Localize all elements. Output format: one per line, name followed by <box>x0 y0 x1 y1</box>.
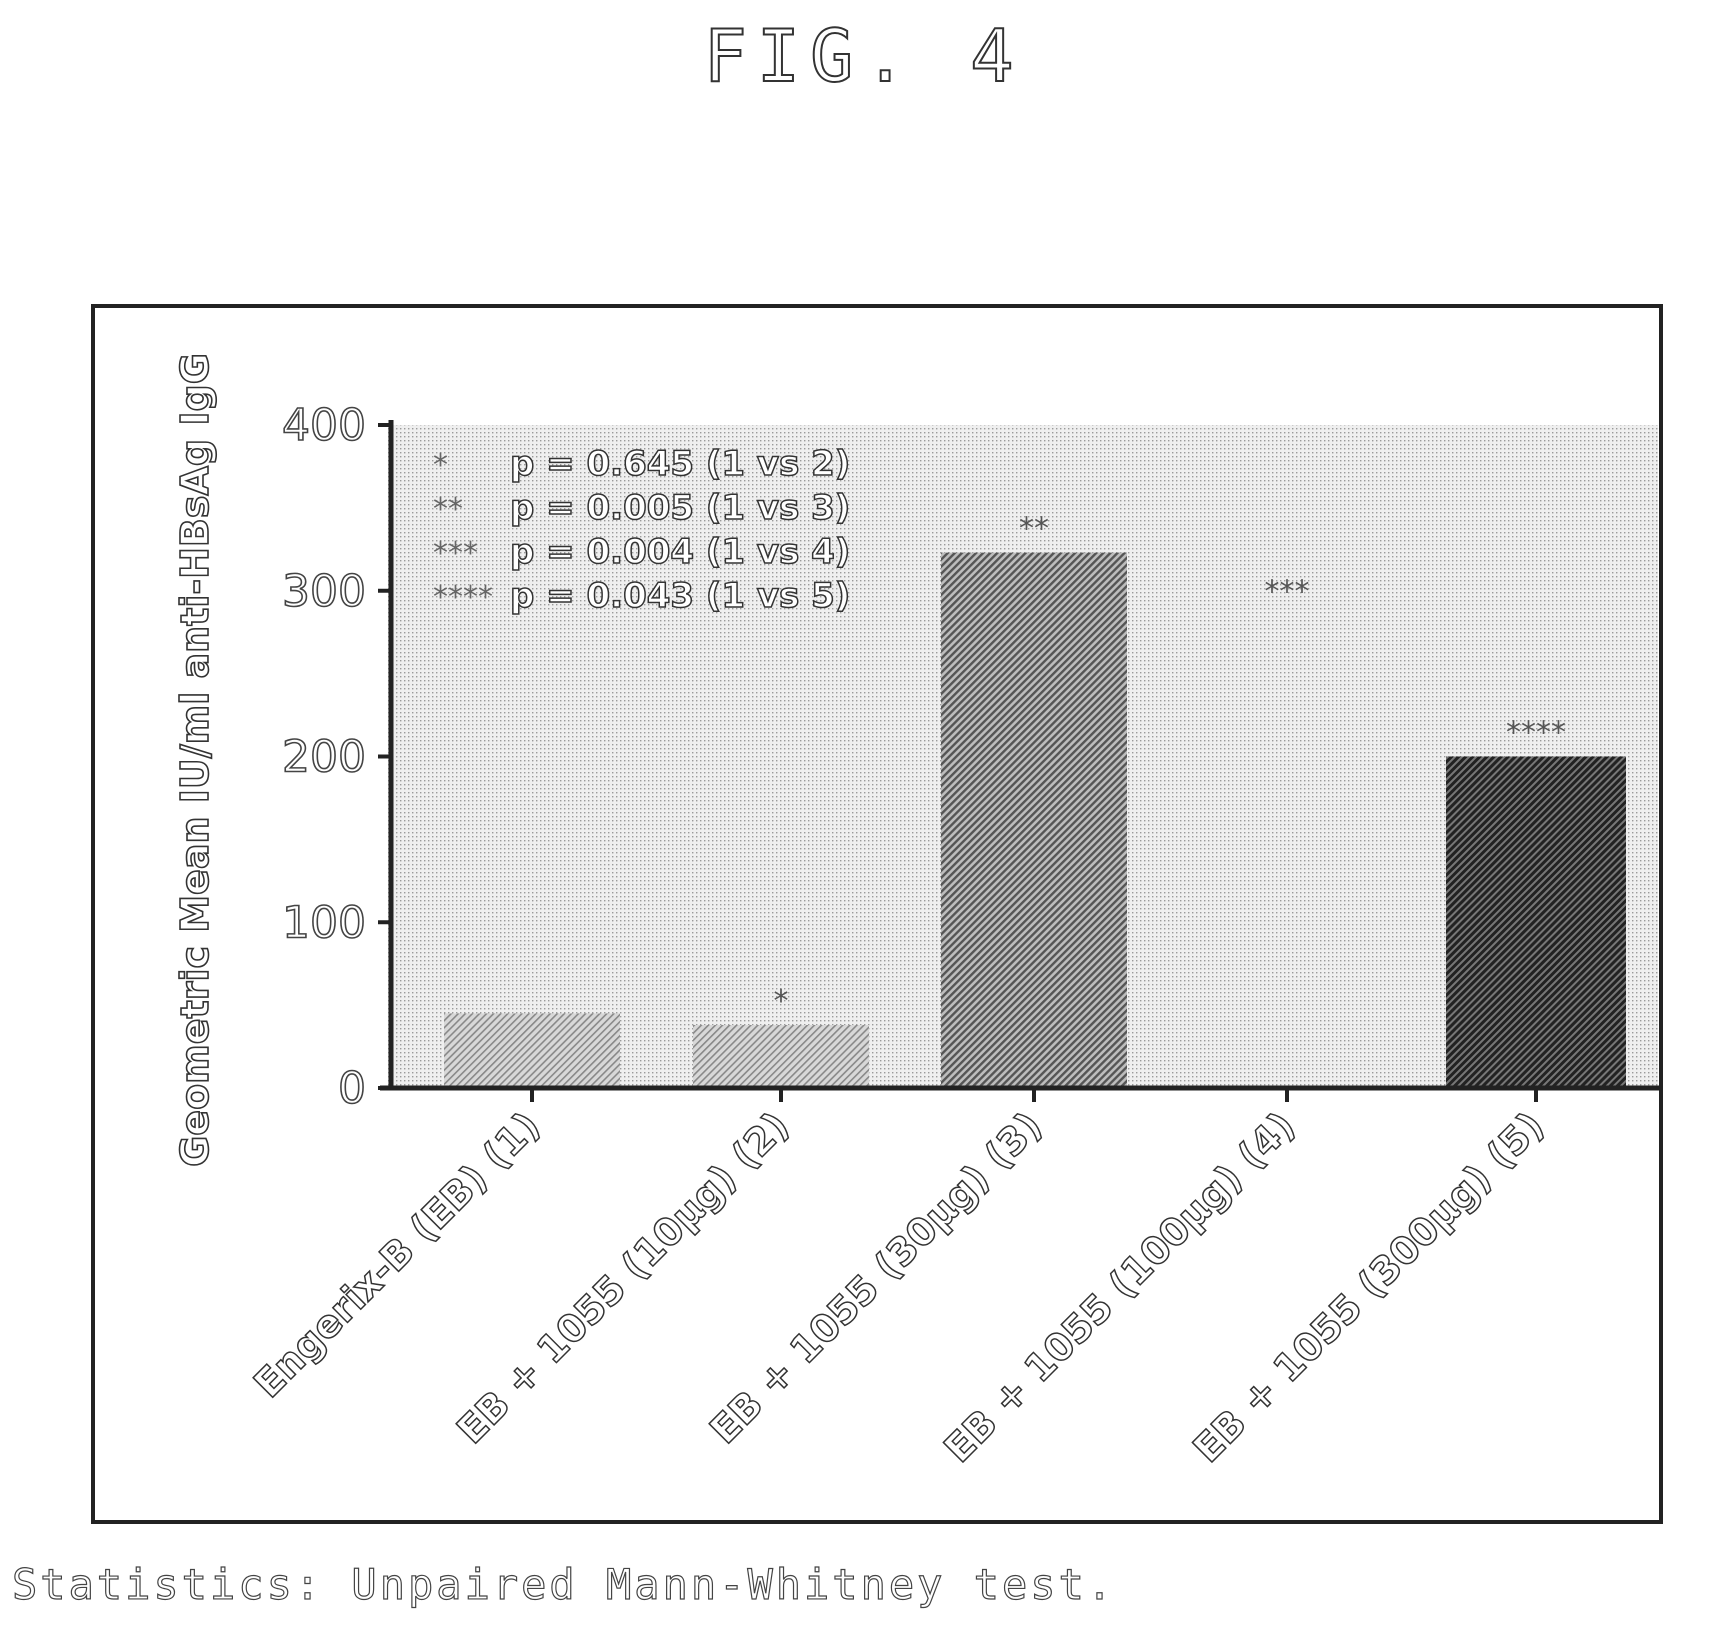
y-tick-label: 0 <box>338 1063 366 1114</box>
y-tick-label: 100 <box>282 897 366 948</box>
legend-marker: * <box>433 448 448 483</box>
bar-5 <box>1446 756 1626 1088</box>
bar-4 <box>1194 615 1380 1088</box>
figure-title: FIG. 4 <box>702 13 1024 99</box>
statistics-footnote: Statistics: Unpaired Mann-Whitney test. <box>11 1559 1116 1609</box>
bar-annotation-4: *** <box>1265 575 1310 610</box>
bar-annotation-3: ** <box>1019 512 1049 547</box>
legend-marker: ** <box>433 492 463 527</box>
legend-entry: p = 0.004 (1 vs 4) <box>510 532 850 572</box>
bar-annotation-2: * <box>774 984 789 1019</box>
legend-marker: *** <box>433 536 478 571</box>
y-tick-label: 300 <box>282 566 366 617</box>
y-tick-label: 400 <box>282 400 366 451</box>
y-axis-title: Geometric Mean IU/ml anti-HBsAg IgG <box>173 353 217 1167</box>
bar-1 <box>444 1013 620 1088</box>
y-tick-label: 200 <box>282 732 366 783</box>
x-tick-label: Engerix-B (EB) (1) <box>246 1103 549 1406</box>
bar-2 <box>693 1025 869 1088</box>
bar-annotation-5: **** <box>1506 716 1566 751</box>
legend-entry: p = 0.043 (1 vs 5) <box>510 576 850 616</box>
bar-3 <box>941 552 1127 1088</box>
legend-entry: p = 0.645 (1 vs 2) <box>510 444 850 484</box>
legend-entry: p = 0.005 (1 vs 3) <box>510 488 850 528</box>
chart-legend: * p = 0.645 (1 vs 2) ** p = 0.005 (1 vs 3) *… <box>433 443 851 617</box>
legend-marker: **** <box>433 580 493 615</box>
